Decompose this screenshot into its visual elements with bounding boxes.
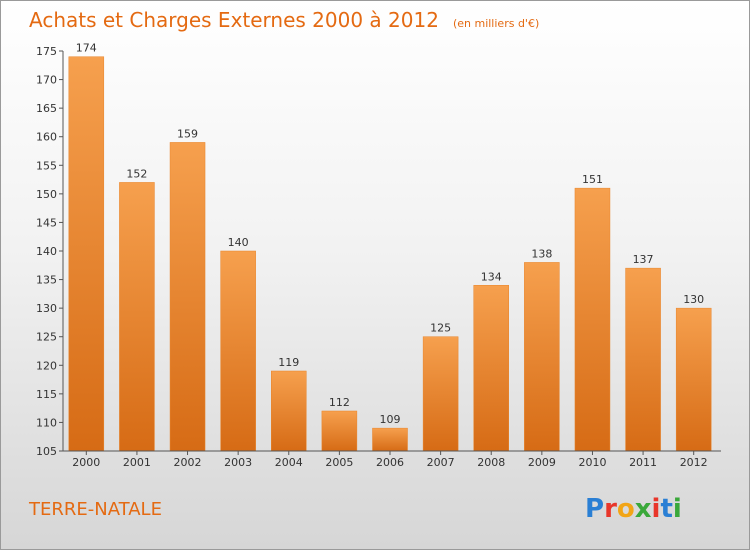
logo-letter: i (652, 494, 661, 524)
y-tick-label: 130 (36, 302, 57, 315)
data-label: 152 (126, 167, 147, 180)
bar (422, 336, 459, 452)
location-name: TERRE-NATALE (28, 499, 162, 520)
y-tick-label: 175 (36, 45, 57, 58)
y-tick-label: 145 (36, 216, 57, 229)
data-label: 159 (177, 127, 198, 140)
proxiti-logo: Proxiti (585, 494, 682, 524)
bar (524, 262, 560, 452)
y-tick-label: 140 (36, 245, 57, 258)
x-tick-label: 2005 (325, 456, 353, 469)
bar (675, 307, 712, 452)
chart-title: Achats et Charges Externes 2000 à 2012 (29, 8, 439, 32)
logo-letter: i (673, 494, 682, 524)
bar (321, 410, 358, 452)
x-tick-label: 2006 (376, 456, 404, 469)
data-label: 125 (430, 322, 451, 335)
x-tick-label: 2008 (477, 456, 505, 469)
y-tick-label: 120 (36, 359, 57, 372)
data-label: 119 (278, 356, 299, 369)
x-tick-label: 2001 (123, 456, 151, 469)
bar (119, 182, 155, 452)
bars: 174 152 159 140 119 112 109 125 134 138 151 137 130 (68, 42, 712, 452)
bar (473, 285, 509, 452)
data-label: 151 (582, 173, 603, 186)
bar (625, 267, 661, 452)
logo-letter: r (604, 494, 617, 524)
y-tick-label: 150 (36, 188, 57, 201)
bar (372, 427, 408, 452)
y-tick-label: 155 (36, 159, 57, 172)
data-label: 109 (380, 413, 401, 426)
x-tick-label: 2002 (174, 456, 202, 469)
data-label: 174 (76, 42, 97, 55)
x-tick-label: 2010 (578, 456, 606, 469)
x-tick-label: 2011 (629, 456, 657, 469)
y-tick-label: 115 (36, 388, 57, 401)
data-label: 134 (481, 270, 502, 283)
logo-letter: o (617, 494, 635, 524)
data-label: 137 (633, 253, 654, 266)
y-tick-label: 160 (36, 131, 57, 144)
x-axis: 2000 2001 2002 2003 2004 2005 2006 2007 2008 2009… (63, 450, 721, 469)
y-tick-label: 135 (36, 274, 57, 287)
x-tick-label: 2012 (680, 456, 708, 469)
y-tick-label: 125 (36, 331, 57, 344)
x-tick-label: 2003 (224, 456, 252, 469)
y-tick-label: 170 (36, 74, 57, 87)
y-tick-label: 165 (36, 102, 57, 115)
data-label: 130 (683, 293, 704, 306)
bar (271, 370, 307, 452)
bar (68, 56, 105, 452)
logo-text: Proxiti (585, 494, 682, 524)
bar (169, 142, 206, 452)
logo-letter: P (585, 494, 604, 524)
logo-letter: x (635, 494, 652, 524)
data-label: 112 (329, 396, 350, 409)
data-label: 138 (531, 247, 552, 260)
bar (574, 187, 611, 452)
x-tick-label: 2004 (275, 456, 303, 469)
x-tick-label: 2000 (72, 456, 100, 469)
bar (220, 250, 256, 452)
y-axis: 105 110 115 120 125 130 135 140 145 150 155 160 165 1… (36, 45, 64, 458)
y-tick-label: 110 (36, 416, 57, 429)
data-label: 140 (228, 236, 249, 249)
y-tick-label: 105 (36, 445, 57, 458)
chart-subtitle: (en milliers d'€) (453, 17, 539, 30)
logo-letter: t (660, 494, 672, 524)
x-tick-label: 2009 (528, 456, 556, 469)
x-tick-label: 2007 (427, 456, 455, 469)
